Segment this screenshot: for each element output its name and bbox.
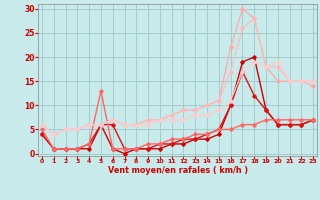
X-axis label: Vent moyen/en rafales ( km/h ): Vent moyen/en rafales ( km/h ) bbox=[108, 166, 248, 175]
